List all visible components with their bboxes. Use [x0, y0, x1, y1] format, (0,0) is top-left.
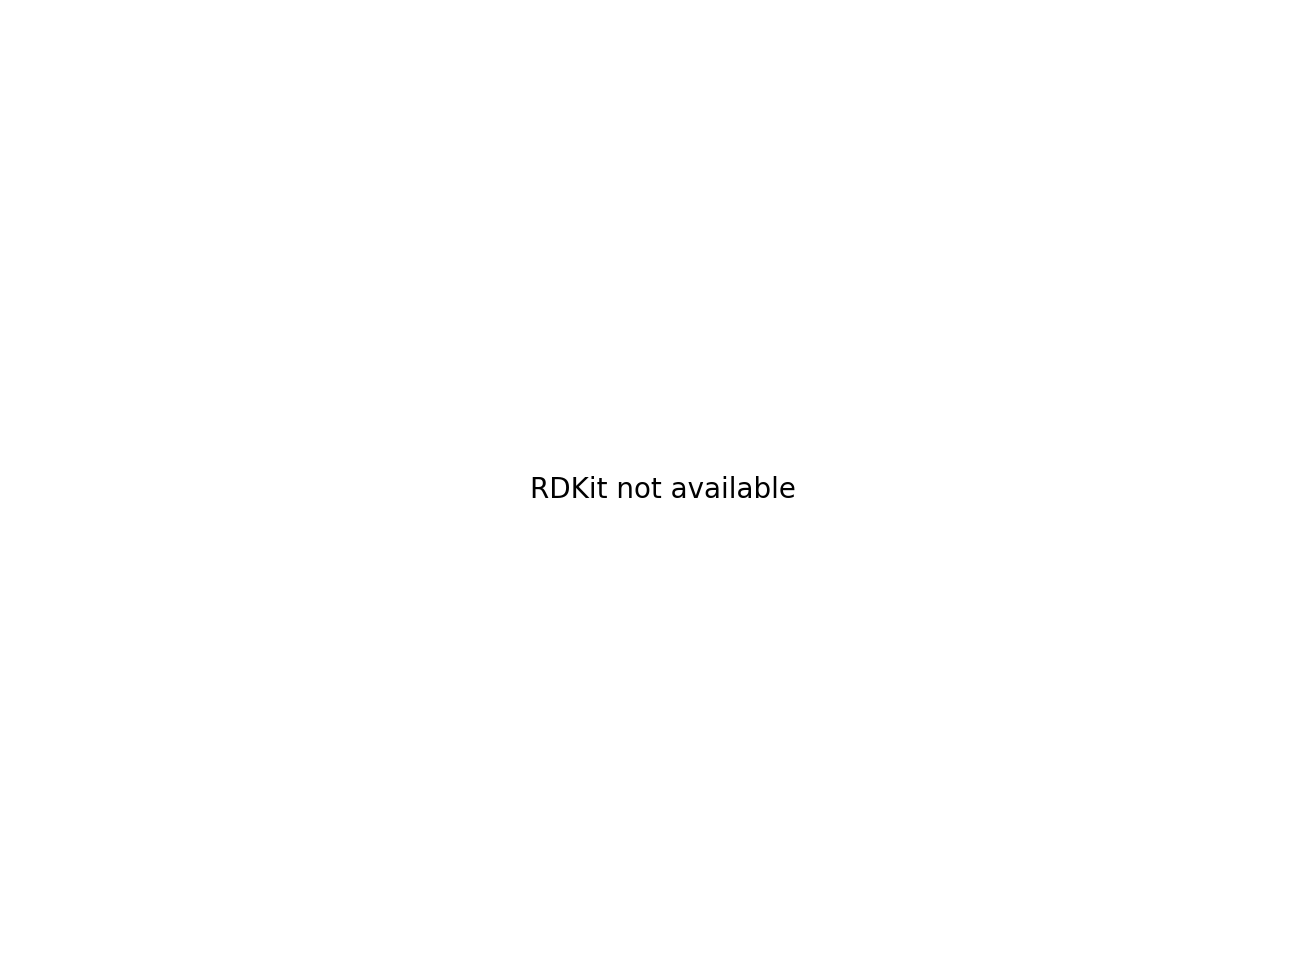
Text: RDKit not available: RDKit not available	[531, 476, 796, 503]
